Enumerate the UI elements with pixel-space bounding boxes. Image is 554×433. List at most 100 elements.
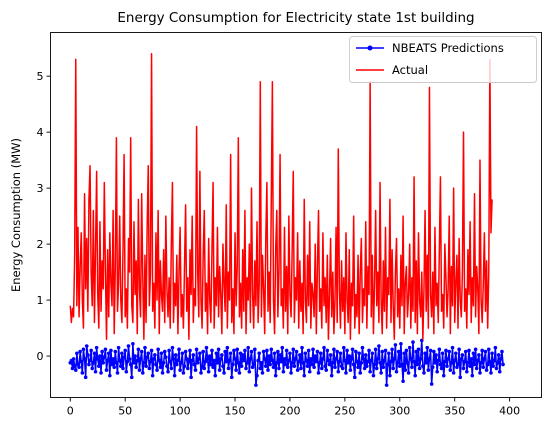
data-point — [192, 362, 197, 367]
data-point — [359, 360, 364, 365]
y-tick-label: 1 — [37, 294, 44, 307]
data-point — [407, 345, 412, 350]
data-point — [127, 357, 132, 361]
data-point — [428, 348, 433, 353]
data-point — [374, 366, 379, 371]
data-point — [492, 358, 497, 363]
data-point — [190, 358, 194, 363]
data-point — [214, 351, 219, 356]
data-point — [254, 383, 258, 387]
data-point — [432, 349, 436, 354]
data-point — [408, 357, 413, 361]
data-point — [499, 357, 503, 361]
data-point — [255, 373, 259, 378]
data-point — [341, 345, 346, 350]
data-point — [90, 366, 95, 371]
data-point — [121, 366, 125, 371]
data-point — [142, 360, 146, 365]
data-point — [290, 360, 294, 365]
data-point — [372, 362, 377, 367]
data-point — [462, 359, 467, 364]
data-point — [137, 368, 142, 372]
data-point — [320, 366, 324, 371]
data-point — [257, 351, 262, 356]
data-point — [181, 371, 186, 375]
data-point — [350, 347, 355, 352]
data-point — [280, 345, 285, 350]
data-point — [369, 358, 374, 363]
data-point — [211, 365, 215, 370]
data-point — [323, 364, 327, 368]
data-point — [305, 364, 310, 368]
data-point — [479, 360, 483, 365]
data-point — [104, 368, 109, 372]
data-point — [191, 353, 196, 357]
data-point — [221, 364, 225, 368]
data-point — [291, 347, 296, 352]
data-point — [434, 353, 438, 357]
data-point — [138, 357, 143, 361]
data-point — [203, 359, 208, 364]
data-point — [274, 360, 279, 365]
data-point — [269, 347, 274, 352]
data-point — [244, 366, 248, 371]
data-point — [493, 345, 498, 350]
data-point — [213, 373, 218, 378]
data-point — [383, 348, 388, 353]
data-point — [227, 358, 232, 363]
data-point — [165, 364, 169, 368]
data-point — [387, 351, 391, 356]
data-point — [266, 368, 270, 372]
data-point — [477, 353, 481, 357]
data-point — [485, 362, 490, 367]
data-point — [324, 368, 329, 372]
y-tick-label: 5 — [37, 70, 44, 83]
data-point — [148, 359, 153, 364]
data-point — [236, 360, 241, 365]
data-point — [71, 357, 76, 361]
data-point — [296, 359, 301, 364]
data-point — [101, 360, 106, 365]
data-point — [467, 348, 471, 353]
x-axis-ticks: 0 50 100 150 200 250 300 350 400 — [67, 397, 520, 418]
data-point — [154, 362, 158, 367]
x-tick-label: 250 — [334, 405, 355, 418]
data-point — [435, 369, 439, 374]
data-point — [332, 347, 336, 352]
data-point — [378, 360, 382, 365]
data-point — [168, 359, 173, 364]
data-point — [134, 365, 138, 370]
data-point — [182, 364, 187, 368]
data-point — [156, 347, 160, 352]
legend-marker-nbeats — [367, 45, 373, 51]
data-point — [321, 357, 325, 361]
data-point — [394, 369, 399, 374]
data-point — [402, 351, 407, 356]
data-point — [205, 357, 210, 361]
data-point — [178, 368, 182, 372]
chart-title: Energy Consumption for Electricity state… — [117, 10, 474, 26]
data-point — [411, 340, 415, 344]
data-point — [445, 364, 449, 368]
data-point — [70, 366, 75, 371]
data-point — [443, 359, 447, 364]
data-point — [298, 353, 302, 357]
data-point — [193, 368, 198, 372]
data-point — [81, 347, 86, 352]
data-point — [314, 359, 319, 364]
data-point — [416, 347, 421, 352]
data-point — [259, 360, 264, 365]
data-point — [135, 358, 140, 363]
data-point — [448, 368, 453, 372]
data-point — [361, 357, 366, 361]
data-point — [412, 359, 416, 364]
data-point — [292, 364, 297, 368]
data-point — [327, 362, 332, 367]
data-point — [75, 351, 79, 356]
data-point — [153, 353, 157, 357]
data-point — [110, 362, 114, 367]
data-point — [336, 369, 341, 374]
data-point — [413, 373, 417, 378]
data-point — [122, 355, 126, 359]
data-point — [310, 362, 314, 367]
